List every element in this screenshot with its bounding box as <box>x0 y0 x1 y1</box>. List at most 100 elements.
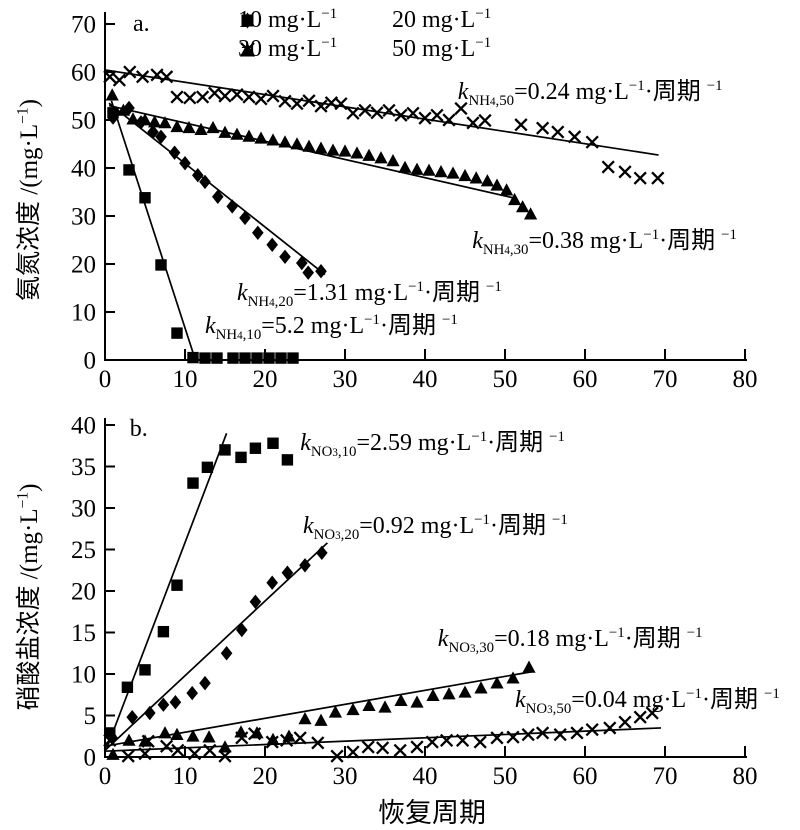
data-point-cross <box>242 90 256 104</box>
x-tick-label: 70 <box>653 366 678 393</box>
data-point-triangle <box>458 168 472 182</box>
data-point-cross <box>346 745 360 759</box>
y-tick-label: 30 <box>71 204 96 231</box>
data-point-triangle <box>266 133 280 146</box>
text-segment: 30 mg·L <box>238 36 322 62</box>
data-point-square <box>201 461 214 474</box>
data-point-cross <box>103 733 117 748</box>
x-tick-label: 20 <box>253 366 278 393</box>
diamond-marker-icon <box>242 12 253 28</box>
fit-line-cross <box>104 727 662 753</box>
data-point-triangle <box>206 120 220 134</box>
data-point-cross <box>473 735 487 749</box>
legend-label: 50 mg·L−1 <box>392 35 491 63</box>
data-point-cross <box>171 743 185 757</box>
data-point-cross <box>601 160 615 174</box>
data-point-triangle <box>378 700 392 713</box>
data-point-cross <box>183 91 197 105</box>
data-point-cross <box>585 135 599 149</box>
fit-line-cross <box>105 69 659 156</box>
data-point-triangle <box>158 116 172 129</box>
data-point-triangle <box>106 747 120 760</box>
data-point-cross <box>141 734 155 748</box>
data-point-triangle <box>522 660 536 673</box>
data-point-cross <box>278 94 292 108</box>
legend: 10 mg·L−1 20 mg·L−1 30 mg·L−1 50 mg·L−1 <box>238 6 562 63</box>
x-tick-label: 60 <box>573 763 598 790</box>
data-point-diamond <box>186 685 198 701</box>
data-point-triangle <box>508 192 522 206</box>
legend-item-square: 10 mg·L−1 <box>238 6 392 34</box>
axis-lines <box>104 12 747 361</box>
data-point-triangle <box>314 141 328 154</box>
data-point-triangle <box>158 726 172 739</box>
data-point-cross <box>159 739 174 753</box>
data-point-triangle <box>524 207 538 220</box>
data-point-cross <box>567 130 582 144</box>
data-point-cross <box>418 111 432 125</box>
y-tick-label: 70 <box>71 12 96 39</box>
legend-item-triangle: 30 mg·L−1 <box>238 35 392 63</box>
data-point-triangle <box>446 166 460 179</box>
data-point-diamond <box>169 695 182 710</box>
data-point-diamond <box>220 646 233 661</box>
data-point-diamond <box>144 705 156 721</box>
data-point-triangle <box>202 730 216 743</box>
fit-line-square <box>105 432 228 750</box>
data-point-cross <box>478 113 492 128</box>
y-tick-label: 10 <box>71 662 96 689</box>
data-point-triangle <box>218 740 232 753</box>
data-point-cross <box>103 70 117 84</box>
data-point-square <box>123 164 135 176</box>
data-point-square <box>275 352 287 364</box>
data-point-diamond <box>168 145 181 160</box>
data-point-triangle <box>230 127 244 140</box>
legend-label: 20 mg·L−1 <box>392 6 491 34</box>
data-point-diamond <box>266 575 278 590</box>
data-point-triangle <box>126 112 140 125</box>
text-segment: −1 <box>14 491 32 509</box>
x-tick-label: 60 <box>573 366 598 393</box>
data-point-square <box>227 352 239 364</box>
x-tick-label: 40 <box>413 366 438 393</box>
data-point-cross <box>375 741 390 755</box>
data-point-diamond <box>266 237 278 252</box>
data-point-square <box>155 259 167 271</box>
x-tick-label: 10 <box>173 366 198 393</box>
data-point-cross <box>394 108 408 122</box>
data-point-triangle <box>516 200 530 213</box>
data-point-square <box>157 625 170 638</box>
data-point-diamond <box>315 264 327 279</box>
data-point-cross <box>138 747 152 761</box>
cross-marker-icon <box>240 41 255 57</box>
data-point-cross <box>230 87 244 102</box>
x-tick-label: 20 <box>253 763 278 790</box>
data-point-diamond <box>316 545 328 561</box>
data-point-cross <box>159 70 174 84</box>
data-point-cross <box>551 125 565 139</box>
y-tick-label: 20 <box>71 252 96 279</box>
x-tick-label: 80 <box>733 366 758 393</box>
data-point-square <box>139 664 151 676</box>
data-point-cross <box>645 706 659 720</box>
data-point-diamond <box>192 168 204 183</box>
text-segment: −1 <box>321 6 338 22</box>
data-point-triangle <box>298 712 312 725</box>
data-point-triangle <box>170 727 184 740</box>
data-point-cross <box>633 710 647 724</box>
data-point-triangle <box>474 681 488 694</box>
data-point-triangle <box>442 687 456 700</box>
data-point-cross <box>346 106 360 120</box>
data-point-cross <box>266 89 280 103</box>
data-point-cross <box>203 743 217 757</box>
data-point-cross <box>618 715 632 729</box>
panel-a-chart: 0 10 20 30 40 50 60 70 0 10 20 30 40 50 60 70 80 <box>71 12 758 394</box>
data-point-cross <box>439 733 454 748</box>
data-point-cross <box>521 727 535 742</box>
text-segment: −1 <box>475 6 492 22</box>
x-tick-label: 30 <box>333 366 358 393</box>
data-point-square <box>187 351 199 364</box>
data-point-cross <box>535 726 550 740</box>
data-point-triangle <box>490 676 504 689</box>
data-point-cross <box>218 749 232 763</box>
